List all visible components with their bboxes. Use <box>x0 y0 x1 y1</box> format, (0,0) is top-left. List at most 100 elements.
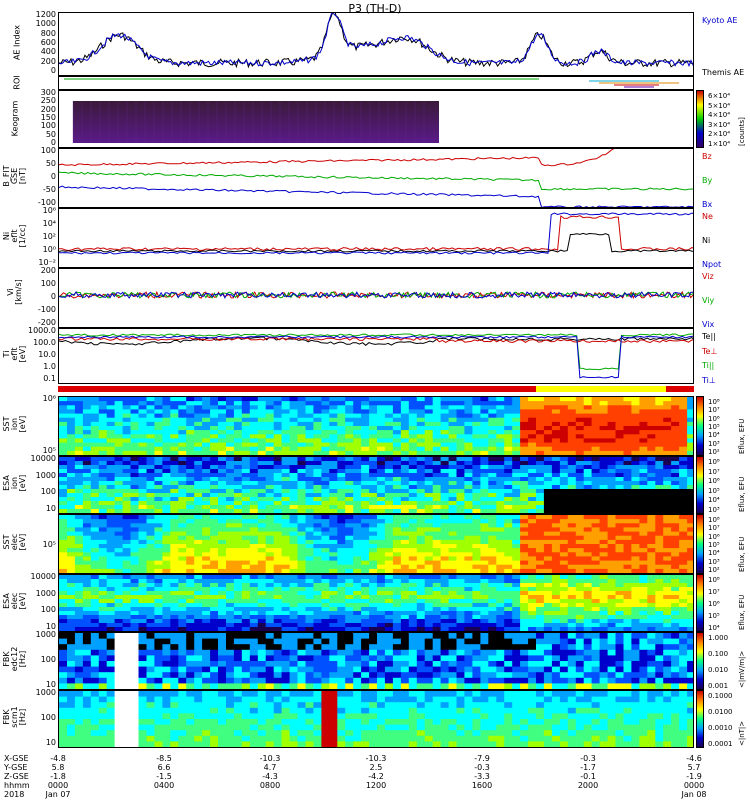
x-axis-value: -10.3 <box>365 754 387 763</box>
legend-label: Bz <box>702 152 712 161</box>
y-tick-label: 1000 <box>35 688 56 697</box>
kyoto-ae-line <box>59 13 693 68</box>
esa-ion-spectrogram[interactable] <box>58 456 694 514</box>
x-axis-value: Jan 07 <box>45 790 71 799</box>
colorbar-tick: 10⁶ <box>708 414 720 423</box>
colorbar-tick: 0.100 <box>708 650 729 658</box>
colorbar-tick: 0.010 <box>708 666 729 674</box>
y-tick-label: 10000 <box>30 454 56 463</box>
colorbar-tick: 10⁵ <box>708 541 720 549</box>
y-tick-label: 100 <box>40 279 56 288</box>
colorbar <box>696 90 704 148</box>
esa-ion-ylabel: ESA ion [eV] <box>2 474 27 492</box>
y-tick-label: 10 <box>45 680 56 689</box>
x-axis-value: -7.9 <box>474 754 490 763</box>
colorbar-tick: 10⁴ <box>708 496 720 505</box>
keogram-image <box>73 101 439 143</box>
x-axis-value: Jan 08 <box>681 790 707 799</box>
colorbar-tick: 3×10⁴ <box>708 120 731 129</box>
y-tick-label: 1000 <box>35 588 56 598</box>
region-bar-yellow <box>536 386 666 392</box>
y-tick-label: 100.0 <box>33 338 56 347</box>
x-axis-tick-group: -7.9 -0.3 -3.3 1600 <box>462 754 502 799</box>
bz-line <box>59 149 615 167</box>
colorbar-unit: [counts] <box>738 117 746 146</box>
x-axis-value: -0.3 <box>474 763 490 772</box>
y-tick-label: 50 <box>45 159 56 168</box>
x-axis-value: -4.3 <box>262 772 278 781</box>
sst-ion-spectrogram[interactable] <box>58 396 694 456</box>
x-axis-ephemeris: X-GSE Y-GSE Z-GSE hhmm 2018 -4.8 5.8 -1.8 0000 Ja… <box>0 752 750 800</box>
y-tick-label: 10 <box>45 738 56 747</box>
colorbar-tick: 10³ <box>708 506 720 514</box>
legend-label: Kyoto AE <box>702 16 738 25</box>
y-tick-label: 800 <box>40 28 56 38</box>
colorbar-tick: 10⁴ <box>708 624 720 632</box>
colorbar-tick: 10⁸ <box>708 398 720 406</box>
x-axis-row-label: Y-GSE <box>4 763 28 772</box>
colorbar-tick: 1.000 <box>708 634 729 642</box>
colorbar-tick: 10⁷ <box>708 406 720 415</box>
colorbar-tick: 10⁸ <box>708 516 720 524</box>
region-bar-red-end <box>666 386 694 392</box>
velocity-panel[interactable] <box>58 268 694 328</box>
colorbar-unit: Eflux, EFU <box>738 418 746 454</box>
y-tick-label: 0 <box>50 292 56 301</box>
x-axis-value: 6.6 <box>157 763 171 772</box>
x-axis-value: 0000 <box>47 781 69 790</box>
x-axis-value: -4.8 <box>50 754 66 763</box>
x-axis-tick-group: -10.3 4.7 -4.3 0800 <box>250 754 290 799</box>
y-tick-label: 10 <box>45 504 56 513</box>
te-par-line <box>59 336 693 346</box>
y-tick-label: 100 <box>40 713 56 722</box>
sst-ion-heatmap <box>59 397 693 455</box>
y-tick-label: 200 <box>40 266 56 275</box>
themis-ae-line <box>59 13 693 69</box>
colorbar-tick: 10⁴ <box>708 549 720 558</box>
x-axis-value: 2.5 <box>369 763 383 772</box>
temperature-panel[interactable] <box>58 328 694 384</box>
x-axis-value: -1.5 <box>156 772 172 781</box>
bfield-panel[interactable] <box>58 148 694 208</box>
y-tick-label: 10² <box>42 232 56 241</box>
x-axis-tick-group: -0.3 -1.7 -0.1 2000 <box>568 754 608 799</box>
keogram-panel[interactable] <box>58 90 694 148</box>
region-bar-red <box>58 386 536 392</box>
colorbar <box>696 456 704 514</box>
y-tick-label: 10⁵ <box>42 446 56 455</box>
y-tick-label: 10⁶ <box>42 394 56 403</box>
legend-label: Ni <box>702 236 711 245</box>
colorbar-tick: 10⁵ <box>708 486 720 495</box>
x-axis-value: -10.3 <box>259 754 281 763</box>
x-axis-value <box>356 790 396 799</box>
fbk-efield-spectrogram[interactable] <box>58 632 694 690</box>
y-tick-label: 1000 <box>35 470 56 480</box>
sst-electron-spectrogram[interactable] <box>58 514 694 574</box>
x-axis-value <box>144 790 184 799</box>
density-panel[interactable] <box>58 208 694 268</box>
y-tick-label: 10⁻² <box>38 258 56 267</box>
colorbar-tick: 10⁸ <box>708 458 720 466</box>
y-tick-label: 1000 <box>35 630 56 639</box>
esa-electron-spectrogram[interactable] <box>58 574 694 632</box>
x-axis-row-label: X-GSE <box>4 754 29 763</box>
x-axis-value: 1600 <box>471 781 493 790</box>
fbk-bfield-spectrogram[interactable] <box>58 690 694 748</box>
colorbar-tick: 10³ <box>708 557 720 566</box>
x-axis-row-label: hhmm <box>4 781 30 790</box>
colorbar-unit: Eflux, EFU <box>738 536 746 572</box>
colorbar <box>696 632 704 690</box>
y-tick-label: 1200 <box>35 10 56 19</box>
colorbar-tick: 10⁵ <box>708 612 720 620</box>
roi-panel[interactable] <box>58 76 694 90</box>
x-axis-value: 0400 <box>153 781 175 790</box>
x-axis-value: 1200 <box>365 781 387 790</box>
y-tick-label: 10⁰ <box>42 245 56 254</box>
y-tick-label: 200 <box>40 104 56 114</box>
te-perp-line <box>59 336 693 344</box>
ae-index-panel[interactable] <box>58 12 694 76</box>
colorbar-tick: 0.0010 <box>708 724 733 732</box>
y-tick-label: 300 <box>40 88 56 97</box>
x-axis-value: -4.2 <box>368 772 384 781</box>
colorbar-tick: 2×10⁴ <box>708 130 731 139</box>
